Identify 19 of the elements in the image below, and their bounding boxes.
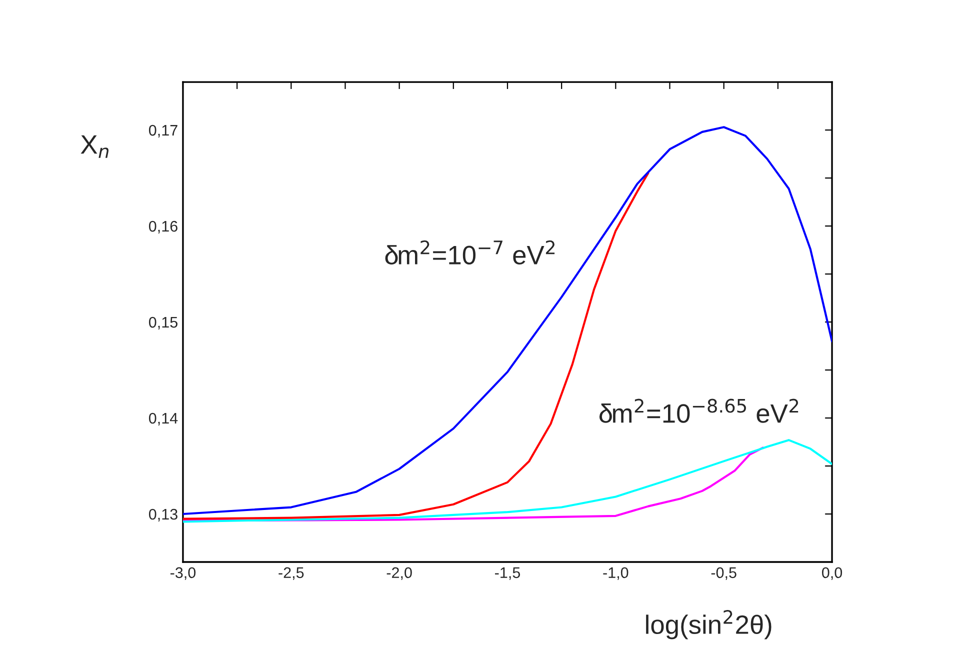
x-axis-title: log(sin$^{2}$2θ) — [646, 610, 772, 640]
y-tick-label: 0,13 — [148, 508, 178, 522]
x-tick-label: -2,5 — [278, 567, 304, 580]
x-tick-label: -0,5 — [711, 567, 736, 580]
y-tick-label: 0,17 — [148, 124, 178, 138]
x-tick-label: -1,0 — [603, 567, 628, 580]
line-series — [182, 439, 832, 523]
x-tick-label: -1,5 — [495, 567, 520, 580]
y-axis-title: X$_{n}$ — [80, 135, 108, 158]
y-tick-label: 0,14 — [148, 412, 178, 426]
x-tick-label: 0,0 — [822, 567, 842, 580]
y-tick-label: 0,16 — [148, 220, 178, 234]
line-series — [182, 126, 832, 516]
x-tick-label: -2,0 — [386, 567, 412, 580]
annotation: δm$^{2}$=10$^{−7}$ eV$^{2}$ — [385, 240, 555, 264]
y-tick-label: 0,15 — [148, 316, 178, 330]
annotation: δm$^{2}$=10$^{−8.65}$ eV$^{2}$ — [599, 398, 798, 423]
x-tick-label: -3,0 — [170, 567, 196, 580]
line-series — [182, 446, 764, 522]
